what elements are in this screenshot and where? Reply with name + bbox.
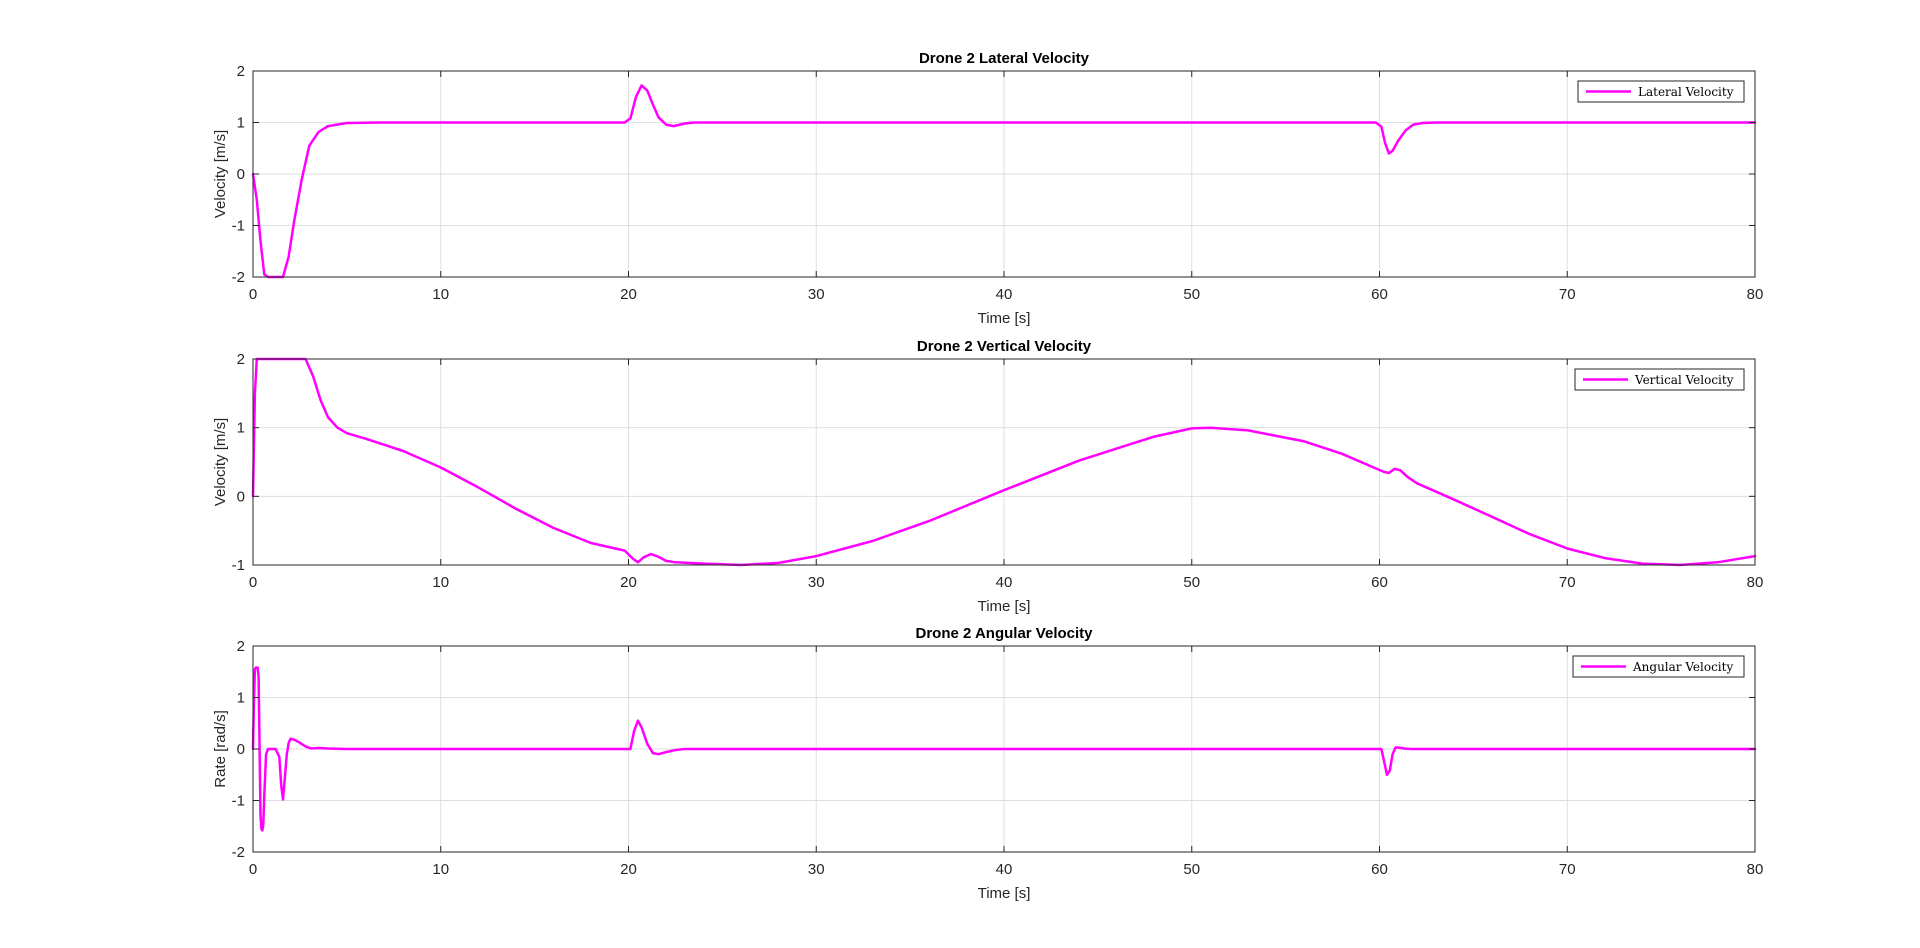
y-tick-label: 2 bbox=[237, 63, 245, 80]
axes-box bbox=[252, 645, 1756, 853]
grid bbox=[253, 359, 1755, 565]
x-tick-label: 0 bbox=[249, 861, 257, 878]
x-tick-label: 80 bbox=[1747, 574, 1764, 591]
x-tick-label: 70 bbox=[1559, 286, 1576, 303]
series-layer bbox=[251, 666, 1757, 832]
y-tick-label: -1 bbox=[232, 793, 245, 810]
x-tick-label: 0 bbox=[249, 574, 257, 591]
y-tick-label: 1 bbox=[237, 690, 245, 707]
y-tick-label: 1 bbox=[237, 115, 245, 132]
x-tick-label: 60 bbox=[1371, 574, 1388, 591]
x-tick-label: 30 bbox=[808, 574, 825, 591]
x-tick-label: 20 bbox=[620, 286, 637, 303]
y-tick-label: -2 bbox=[232, 844, 245, 861]
legend-label: Vertical Velocity bbox=[1634, 373, 1734, 387]
legend-box bbox=[1577, 80, 1745, 103]
series-layer bbox=[251, 357, 1757, 567]
y-tick-label: 0 bbox=[237, 488, 245, 505]
chart-title: Drone 2 Lateral Velocity bbox=[919, 50, 1090, 67]
x-tick-label: 70 bbox=[1559, 861, 1576, 878]
series-layer bbox=[251, 84, 1757, 279]
x-tick-label: 80 bbox=[1747, 286, 1764, 303]
subplot-angular-velocity: 0 10 20 30 40 50 60 70 80 -2 -1 0 1 2 Drone 2 Angular… bbox=[212, 625, 1763, 902]
y-axis-label: Velocity [m/s] bbox=[212, 130, 229, 218]
x-tick-label: 60 bbox=[1371, 286, 1388, 303]
ticks-layer: 0 10 20 30 40 50 60 70 80 -2 -1 0 1 2 bbox=[232, 63, 1764, 303]
x-tick-label: 30 bbox=[808, 861, 825, 878]
y-tick-label: -1 bbox=[232, 557, 245, 574]
y-axis-label: Velocity [m/s] bbox=[212, 418, 229, 506]
axes-box bbox=[252, 358, 1756, 566]
y-tick-label: 0 bbox=[237, 741, 245, 758]
x-tick-label: 50 bbox=[1183, 861, 1200, 878]
legend-label: Angular Velocity bbox=[1632, 660, 1733, 674]
x-axis-label: Time [s] bbox=[978, 885, 1031, 902]
y-tick-label: -1 bbox=[232, 218, 245, 235]
x-tick-label: 10 bbox=[432, 574, 449, 591]
chart-title: Drone 2 Angular Velocity bbox=[916, 625, 1094, 642]
legend-box bbox=[1572, 655, 1745, 678]
y-tick-label: 2 bbox=[237, 351, 245, 368]
ticks-layer: 0 10 20 30 40 50 60 70 80 -2 -1 0 1 2 bbox=[232, 638, 1764, 878]
y-tick-label: 1 bbox=[237, 420, 245, 437]
series-line bbox=[251, 666, 1757, 832]
legend-label: Lateral Velocity bbox=[1638, 85, 1734, 99]
chart-title: Drone 2 Vertical Velocity bbox=[917, 338, 1092, 355]
x-tick-label: 60 bbox=[1371, 861, 1388, 878]
x-tick-label: 20 bbox=[620, 861, 637, 878]
x-axis-label: Time [s] bbox=[978, 310, 1031, 327]
series-line bbox=[251, 357, 1757, 567]
legend: Angular Velocity bbox=[1572, 655, 1745, 678]
x-tick-label: 80 bbox=[1747, 861, 1764, 878]
x-tick-label: 40 bbox=[996, 286, 1013, 303]
x-tick-label: 0 bbox=[249, 286, 257, 303]
axes-box bbox=[252, 70, 1756, 278]
legend-box bbox=[1574, 368, 1745, 391]
x-axis-label: Time [s] bbox=[978, 598, 1031, 615]
y-axis-label: Rate [rad/s] bbox=[212, 710, 229, 788]
x-tick-label: 40 bbox=[996, 861, 1013, 878]
x-tick-label: 10 bbox=[432, 861, 449, 878]
x-tick-label: 30 bbox=[808, 286, 825, 303]
legend: Lateral Velocity bbox=[1577, 80, 1745, 103]
y-tick-label: -2 bbox=[232, 269, 245, 286]
x-tick-label: 50 bbox=[1183, 574, 1200, 591]
x-tick-label: 20 bbox=[620, 574, 637, 591]
x-tick-label: 50 bbox=[1183, 286, 1200, 303]
series-line bbox=[251, 84, 1757, 279]
y-tick-label: 2 bbox=[237, 638, 245, 655]
x-tick-label: 10 bbox=[432, 286, 449, 303]
subplot-lateral-velocity: 0 10 20 30 40 50 60 70 80 -2 -1 0 1 2 Drone 2 Lateral… bbox=[212, 50, 1763, 327]
y-tick-label: 0 bbox=[237, 166, 245, 183]
legend: Vertical Velocity bbox=[1574, 368, 1745, 391]
x-tick-label: 70 bbox=[1559, 574, 1576, 591]
x-tick-label: 40 bbox=[996, 574, 1013, 591]
